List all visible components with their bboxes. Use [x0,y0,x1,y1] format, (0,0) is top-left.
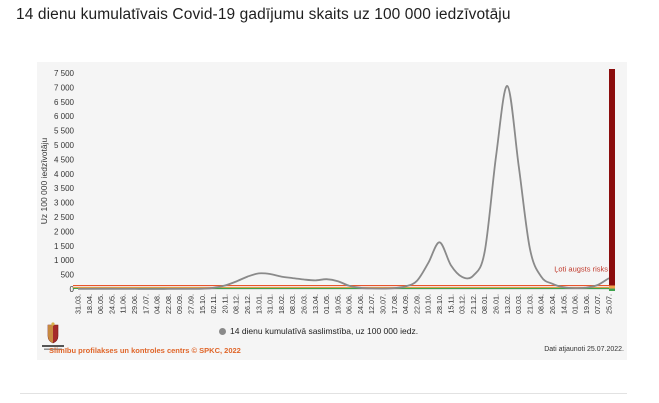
y-axis: 0 500 1 000 1 500 2 000 2 500 3 000 3 500 4 000 4… [54,69,75,294]
x-tick-label: 04.09. [401,294,410,314]
x-tick-label: 08.01. [480,294,489,314]
x-tick-label: 14.05. [559,294,568,314]
y-tick-label: 4 500 [54,155,75,164]
y-tick-label: 7 000 [54,83,75,92]
source-credit: Slimību profilakses un kontroles centrs … [49,346,241,355]
x-tick-label: 10.10. [424,294,433,314]
y-tick-label: 5 000 [54,141,75,150]
x-tick-label: 26.04. [548,294,557,314]
y-tick-label: 3 500 [54,184,75,193]
x-tick-label: 06.05. [96,294,105,314]
x-tick-label: 12.07. [367,294,376,314]
page-title: 14 dienu kumulatīvais Covid-19 gadījumu … [16,6,511,23]
y-tick-label: 6 500 [54,98,75,107]
x-tick-label: 08.12. [232,294,241,314]
x-tick-label: 17.08. [390,294,399,314]
x-tick-label: 24.06. [356,294,365,314]
x-tick-label: 31.01. [266,294,275,314]
latvia-coat-of-arms-logo [40,322,66,352]
risk-bar-very-high [609,69,615,286]
x-tick-label: 17.07. [141,294,150,314]
x-tick-label: 11.06. [119,294,128,313]
x-tick-label: 01.05. [322,294,331,314]
x-tick-label: 22.08. [164,294,173,314]
x-tick-label: 01.06. [571,294,580,314]
x-tick-label: 13.04. [311,294,320,314]
legend: 14 dienu kumulatīvā saslimstība, uz 100 … [219,326,418,336]
x-tick-label: 30.07. [379,294,388,314]
divider [20,393,627,394]
x-tick-label: 09.09. [175,294,184,314]
x-tick-label: 25.07. [605,294,614,314]
x-tick-label: 21.03. [525,294,534,314]
x-tick-label: 18.04. [85,294,94,314]
x-tick-label: 26.12. [243,294,252,314]
x-tick-label: 18.02. [277,294,286,314]
x-tick-label: 21.12. [469,294,478,314]
y-tick-label: 500 [61,271,75,280]
risk-bar-low [609,288,615,291]
x-tick-label: 31.03. [74,294,83,314]
risk-bar-high [609,285,615,289]
x-tick-label: 07.07. [593,294,602,314]
x-tick-label: 28.10. [435,294,444,314]
y-tick-label: 1 000 [54,256,75,265]
legend-label: 14 dienu kumulatīvā saslimstība, uz 100 … [230,326,419,336]
x-tick-label: 24.05. [107,294,116,314]
x-tick-label: 03.03. [514,294,523,314]
x-tick-label: 08.04. [537,294,546,314]
data-updated-date: Dati atjaunoti 25.07.2022. [544,346,624,353]
x-tick-label: 13.02. [503,294,512,314]
y-tick-label: 2 500 [54,213,75,222]
reference-lines [73,284,609,289]
y-tick-label: 7 500 [54,69,75,78]
series-group [77,85,610,290]
x-tick-label: 22.09. [412,294,421,314]
x-tick-label: 26.01. [492,294,501,314]
x-tick-label: 04.08. [153,294,162,314]
y-tick-label: 6 000 [54,112,75,121]
y-tick-label: 2 000 [54,227,75,236]
x-tick-label: 27.09. [186,294,195,314]
x-tick-label: 06.06. [345,294,354,314]
x-tick-label: 26.03. [299,294,308,314]
risk-annotation: Ļoti augsts risks [554,265,608,274]
x-tick-label: 29.06. [130,294,139,314]
x-tick-label: 15.10. [198,294,207,314]
y-tick-label: 3 000 [54,199,75,208]
x-tick-label: 20.11. [220,294,229,313]
y-tick-label: 1 500 [54,242,75,251]
x-tick-label: 02.11. [209,294,218,313]
x-tick-label: 13.01. [254,294,263,314]
x-tick-label: 03.12. [458,294,467,314]
x-axis: 31.03. 18.04. 06.05. 24.05. 11.06. 29.06. 17.0… [74,288,614,314]
x-tick-label: 19.05. [333,294,342,314]
x-tick-label: 15.11. [446,294,455,313]
y-tick-label: 0 [70,285,75,294]
chart-card [37,62,627,360]
x-tick-label: 19.06. [582,294,591,314]
risk-scale-bar [609,69,615,291]
y-axis-label: Uz 100 000 iedzīvotāju [39,137,49,224]
y-tick-label: 5 500 [54,127,75,136]
series-line [77,85,610,290]
x-tick-label: 08.03. [288,294,297,314]
legend-marker [219,328,226,335]
y-tick-label: 4 000 [54,170,75,179]
